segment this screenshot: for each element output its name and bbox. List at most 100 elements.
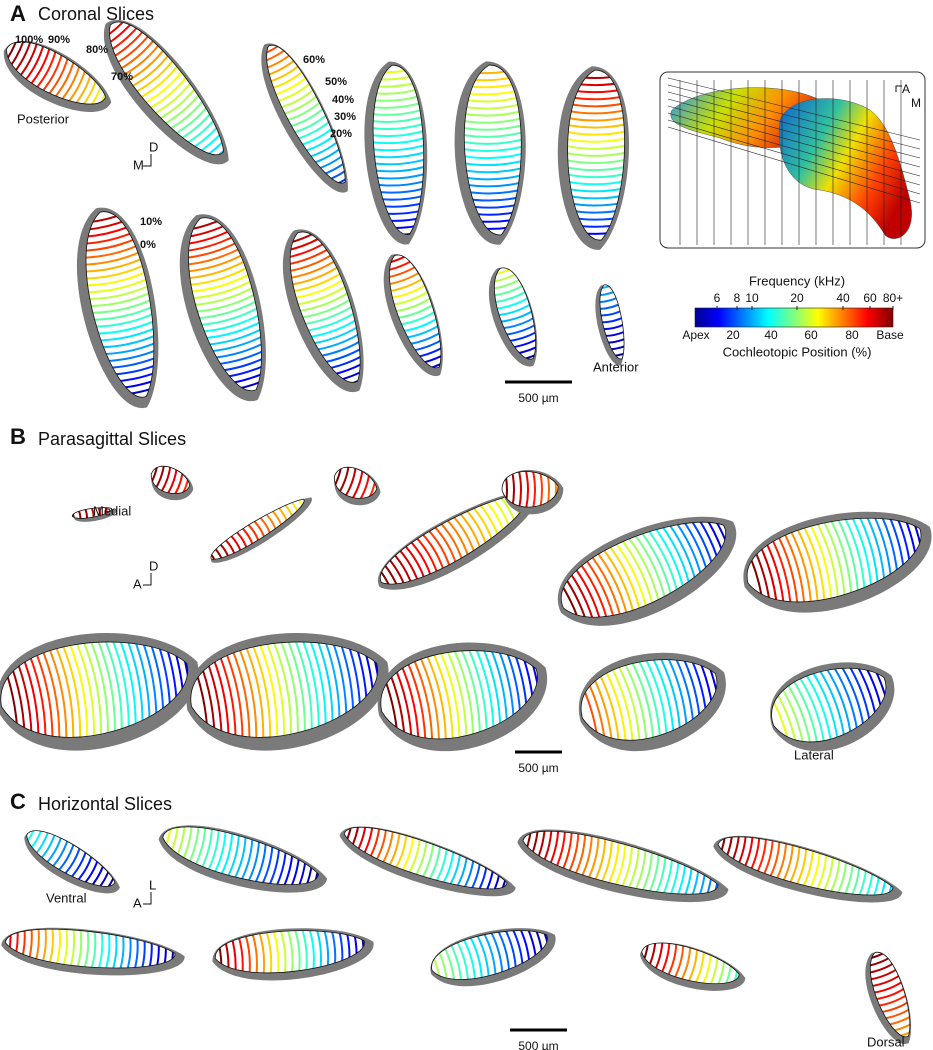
contours — [502, 471, 559, 508]
grid-line — [667, 98, 921, 168]
annotation: 0% — [140, 239, 156, 251]
slice — [378, 249, 453, 377]
colorbar-tick-label: 80 — [845, 328, 859, 342]
annotation: Ventral — [46, 890, 87, 905]
orientation-label: M — [133, 157, 144, 172]
slice — [329, 462, 381, 506]
contour-line — [147, 461, 160, 495]
contour-line — [508, 471, 515, 508]
scale-bar-label: 500 µm — [518, 1039, 558, 1050]
slice — [372, 634, 548, 752]
slice-body — [561, 522, 726, 618]
panel-title: Horizontal Slices — [38, 794, 172, 814]
contour-line — [368, 188, 430, 201]
annotation: 20% — [330, 128, 352, 140]
slice-outline — [289, 231, 361, 383]
slice-outline — [567, 69, 625, 241]
slice-outline — [501, 471, 559, 508]
contour-line — [567, 97, 625, 108]
slice-outline — [343, 826, 508, 890]
annotation: 50% — [325, 76, 347, 88]
colorbar-axis-label: Cochleotopic Position (%) — [723, 344, 872, 359]
contour-line — [861, 947, 898, 962]
slice-outline — [26, 830, 116, 887]
contour-line — [368, 146, 430, 159]
slice-body — [151, 466, 190, 494]
grid-line — [667, 119, 921, 195]
contour-line — [536, 471, 543, 508]
panel-label: B — [10, 424, 26, 449]
contour-line — [461, 204, 525, 216]
slice-outline — [109, 21, 225, 155]
slice-outline — [333, 466, 378, 499]
orientation-label: M — [911, 96, 921, 110]
scale-bar-label: 500 µm — [518, 761, 558, 775]
slice-outline — [431, 930, 548, 980]
slice-outline — [599, 284, 625, 360]
grid-line — [667, 126, 921, 204]
contour-line — [275, 223, 338, 249]
colorbar-tick-label: 20 — [790, 291, 804, 305]
slice-outline — [641, 942, 740, 985]
contour-line — [461, 189, 525, 202]
contour-line — [567, 217, 625, 228]
contour-line — [461, 154, 525, 167]
colorbar-tick-label: 80+ — [883, 291, 903, 305]
contour-line — [368, 160, 430, 173]
contours — [567, 70, 625, 241]
annotation: Dorsal — [867, 1034, 905, 1049]
contour-line — [461, 175, 525, 188]
slice-body — [86, 212, 154, 397]
orientation-axes — [895, 85, 902, 92]
orientation-label: A — [133, 895, 142, 910]
slice — [861, 947, 920, 1044]
slice — [206, 492, 312, 567]
contour-line — [461, 147, 525, 160]
contour-line — [0, 629, 19, 751]
contour-line — [289, 924, 301, 979]
slice — [426, 918, 556, 990]
colorbar-tick-label: 40 — [836, 291, 850, 305]
render-shape — [778, 98, 912, 239]
slice-body — [334, 467, 377, 499]
scale-bar-label: 500 µm — [518, 391, 558, 405]
contour-line — [713, 826, 728, 875]
slice — [548, 500, 741, 638]
slice-outline — [71, 507, 112, 519]
contour-line — [567, 161, 625, 172]
slice — [364, 61, 430, 245]
contour-line — [567, 189, 625, 200]
slice — [501, 469, 564, 515]
contour-line — [282, 924, 294, 979]
grid-line — [667, 105, 921, 177]
inset — [659, 71, 926, 249]
slice — [637, 935, 746, 993]
slice-body — [344, 827, 508, 889]
contour-line — [157, 816, 173, 872]
contour-line — [461, 97, 525, 110]
slice — [173, 210, 280, 402]
slice-outline — [389, 254, 442, 369]
slice — [454, 61, 526, 245]
orientation-label: D — [149, 139, 158, 154]
contour-line — [637, 935, 650, 979]
contour-line — [296, 924, 308, 979]
orientation-axes — [143, 154, 152, 167]
annotation: 90% — [48, 34, 70, 46]
slice-outline — [494, 267, 537, 360]
contour-line — [567, 83, 625, 94]
slice-body — [162, 826, 319, 885]
orientation-label: A — [902, 82, 910, 96]
slice-outline — [0, 641, 189, 738]
slice-outline — [746, 517, 922, 603]
colorbar-tick-label: 6 — [714, 291, 721, 305]
slice — [275, 223, 377, 393]
contour-line — [567, 224, 625, 235]
contour-line — [368, 181, 430, 194]
contour-line — [567, 111, 625, 122]
contour-line — [93, 9, 142, 51]
colorbar — [694, 307, 894, 328]
slice-outline — [560, 521, 727, 618]
contour-line — [461, 182, 525, 195]
contour-line — [567, 168, 625, 179]
